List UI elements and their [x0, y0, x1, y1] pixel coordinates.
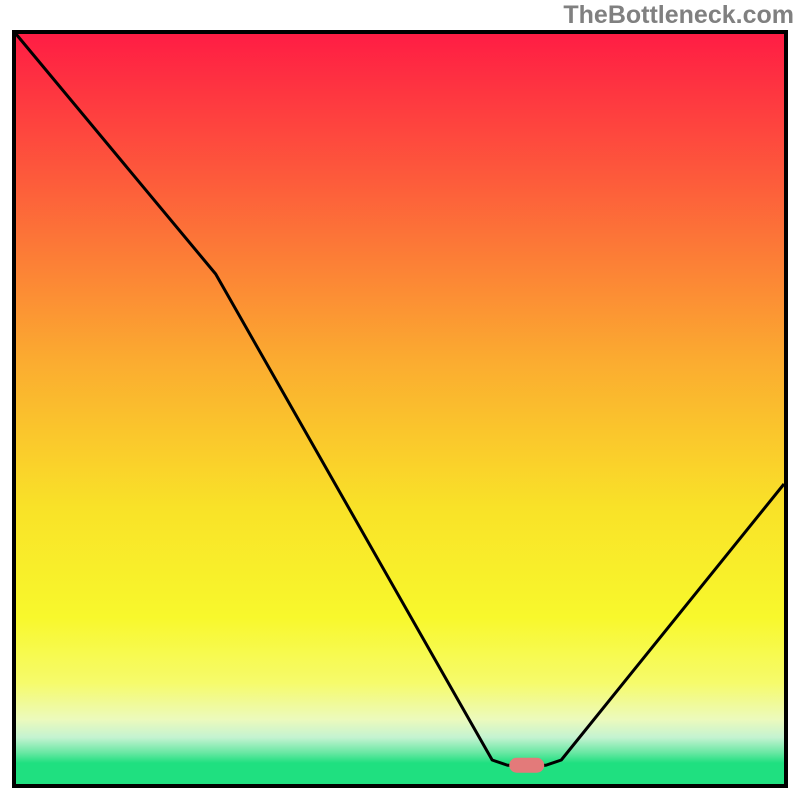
optimal-point-marker [509, 758, 544, 773]
plot-area [12, 30, 788, 788]
bottleneck-chart-svg [12, 30, 788, 788]
watermark-text: TheBottleneck.com [563, 1, 794, 30]
chart-container: TheBottleneck.com [0, 0, 800, 800]
optimal-band [16, 763, 784, 784]
heat-gradient [16, 34, 784, 763]
